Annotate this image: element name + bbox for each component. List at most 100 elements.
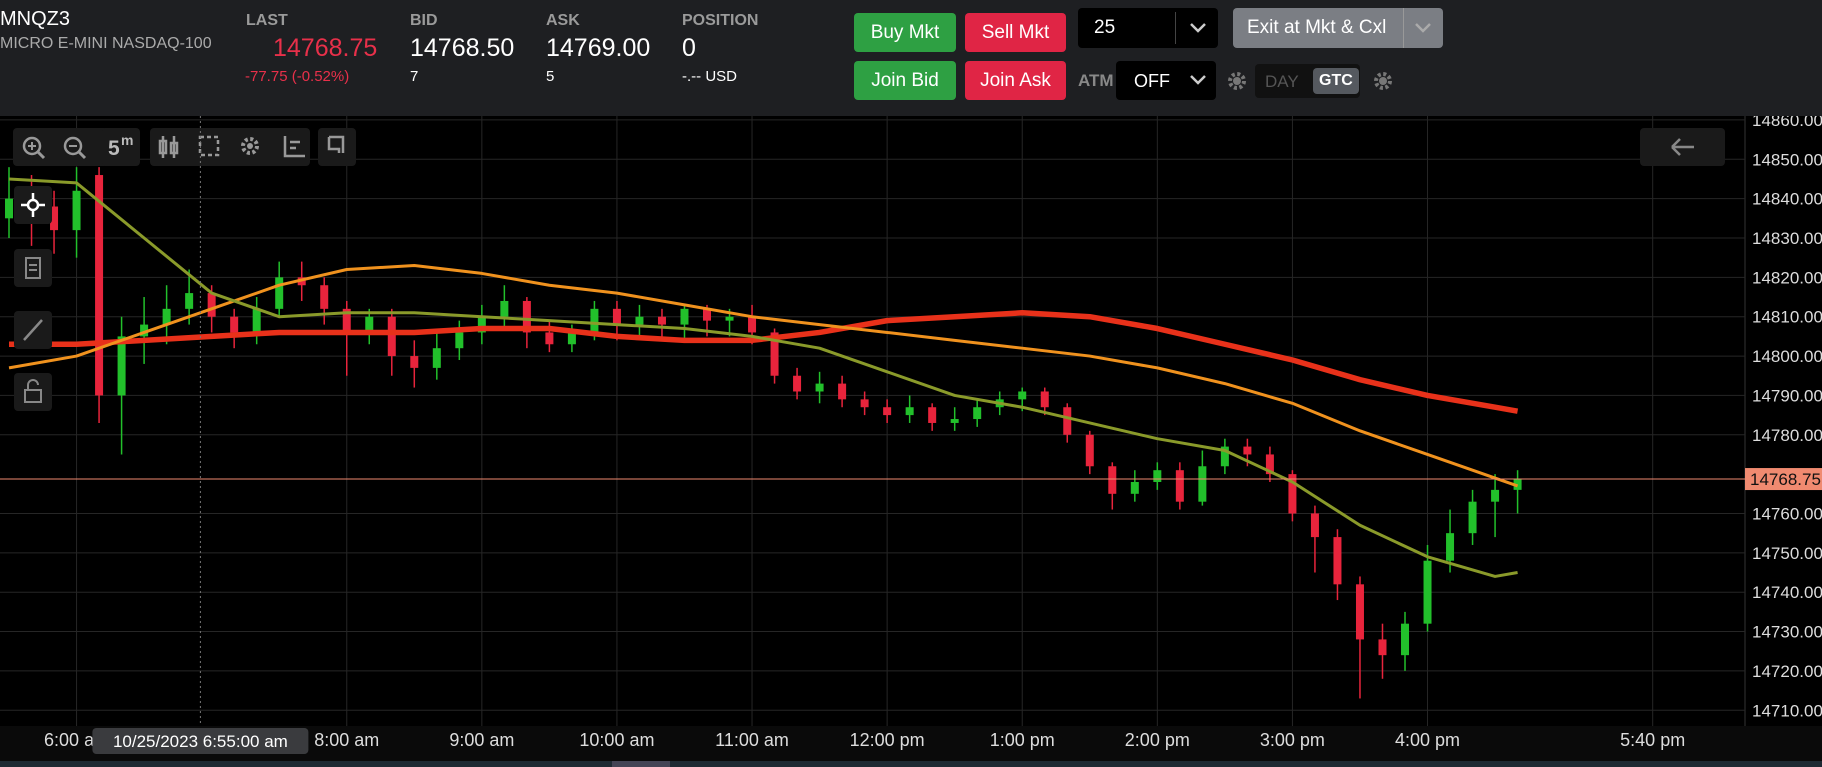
atm-select[interactable]: OFF	[1116, 61, 1216, 100]
ask-size: 5	[546, 68, 555, 85]
candle-body	[365, 316, 374, 333]
candle-body	[432, 348, 441, 368]
candle-body	[612, 308, 621, 325]
candle-body	[1401, 623, 1410, 656]
day-option[interactable]: DAY	[1265, 72, 1299, 91]
layout-icon	[327, 135, 345, 153]
last-price-tag	[1745, 468, 1822, 491]
candle-body	[1265, 454, 1274, 475]
y-tick-label: 14830.00	[1752, 229, 1822, 248]
candle-body	[1333, 537, 1342, 585]
y-tick-label: 14720.00	[1752, 662, 1822, 681]
candle-body	[590, 308, 599, 333]
zoom-group	[13, 128, 110, 166]
lock-button[interactable]	[14, 373, 52, 411]
y-tick-label: 14710.00	[1752, 701, 1822, 720]
x-tick-label: 12:00 pm	[850, 730, 925, 750]
exit-label: Exit at Mkt & Cxl	[1247, 17, 1387, 38]
gtc-option[interactable]: GTC	[1313, 68, 1359, 94]
crosshair-tag	[92, 728, 309, 754]
x-tick-label: 11:00 am	[715, 730, 789, 750]
candle-body	[72, 190, 81, 231]
candle-body	[500, 300, 509, 317]
exit-button[interactable]: Exit at Mkt & Cxl	[1233, 8, 1443, 48]
candle-body	[410, 356, 419, 368]
arrow-icon	[1671, 138, 1694, 156]
tool-group	[150, 128, 310, 166]
x-tick-label: 9:00 am	[449, 730, 514, 750]
candle-body	[1310, 513, 1319, 538]
chart-toolbar: 5 m	[13, 128, 1725, 411]
interval-button[interactable]	[102, 128, 140, 166]
axis-icon[interactable]	[283, 136, 305, 158]
interval-unit: m	[121, 132, 133, 148]
settings-icon[interactable]	[241, 137, 259, 155]
x-tick-label: 5:40 pm	[1620, 730, 1685, 750]
divider	[1175, 12, 1176, 44]
candle-body	[1153, 470, 1162, 482]
candle-body	[1446, 533, 1455, 561]
candle-body	[117, 336, 126, 396]
symbol: MNQZ3	[0, 8, 70, 30]
candle-body	[95, 175, 104, 396]
candle-body	[387, 316, 396, 357]
quantity-value: 25	[1094, 17, 1116, 38]
bid-size: 7	[410, 68, 419, 85]
buy-market-button[interactable]: Buy Mkt	[854, 13, 956, 52]
moving-average-line	[9, 310, 1519, 414]
candle-body	[1243, 446, 1252, 455]
candle-type-icon[interactable]	[158, 136, 179, 158]
scrollbar-thumb[interactable]	[612, 761, 670, 767]
dropdown-icon[interactable]	[1188, 20, 1208, 36]
last-change: -77.75 (-0.52%)	[245, 68, 350, 85]
y-tick-label: 14780.00	[1752, 426, 1822, 445]
side-toolbar	[14, 186, 52, 411]
candle-body	[793, 375, 802, 392]
candle-body	[973, 407, 982, 420]
candle-body	[50, 206, 59, 231]
candle-body	[1018, 391, 1027, 400]
candle-body	[1468, 501, 1477, 534]
candle-body	[252, 308, 261, 333]
scrollbar	[0, 761, 1822, 767]
x-tick-label: 1:00 pm	[990, 730, 1055, 750]
candle-body	[275, 277, 284, 309]
candle-body	[703, 308, 712, 321]
zoom-out-icon[interactable]	[63, 136, 87, 160]
candle-body	[230, 316, 239, 333]
candle-body	[1355, 584, 1364, 640]
settings-icon[interactable]	[1372, 70, 1394, 92]
quantity-input[interactable]: 25	[1078, 8, 1218, 48]
y-tick-label: 14730.00	[1752, 623, 1822, 642]
x-tick-label: 2:00 pm	[1125, 730, 1190, 750]
y-tick-label: 14740.00	[1752, 583, 1822, 602]
layout-button[interactable]	[318, 128, 356, 166]
description: MICRO E-MINI NASDAQ-100	[0, 35, 212, 52]
candle-body	[1040, 391, 1049, 408]
candle-body	[748, 316, 757, 333]
y-tick-label: 14760.00	[1752, 504, 1822, 523]
candle-body	[950, 419, 959, 423]
candle-body	[1378, 639, 1387, 656]
note-icon	[25, 257, 41, 279]
bid-value: 14768.50	[410, 34, 515, 62]
dropdown-icon[interactable]	[1413, 20, 1433, 36]
position-value: 0	[682, 34, 696, 62]
zoom-in-icon[interactable]	[22, 136, 46, 160]
join-ask-button[interactable]: Join Ask	[965, 61, 1066, 100]
settings-icon[interactable]	[1226, 70, 1248, 92]
candle-body	[207, 293, 216, 317]
candle-body	[545, 332, 554, 345]
y-tick-label: 14820.00	[1752, 268, 1822, 287]
join-bid-button[interactable]: Join Bid	[854, 61, 956, 100]
sell-market-button[interactable]: Sell Mkt	[965, 13, 1066, 52]
candle-body	[320, 285, 329, 309]
chart: 5 m 14710.00 14720.00 14730.00 14740.00 1475…	[0, 116, 1822, 767]
x-tick-label: 10:00 am	[579, 730, 654, 750]
x-tick-label: 4:00 pm	[1395, 730, 1460, 750]
y-tick-label: 14840.00	[1752, 190, 1822, 209]
note-button[interactable]	[14, 249, 52, 287]
candle-body	[635, 316, 644, 325]
candle-body	[770, 332, 779, 376]
candle-body	[680, 308, 689, 325]
